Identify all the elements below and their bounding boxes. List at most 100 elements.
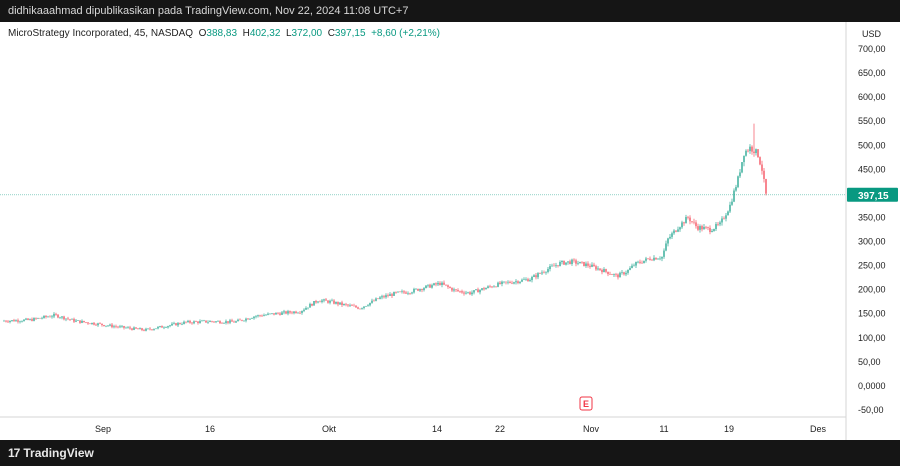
tradingview-logo[interactable]: 17 TradingView	[8, 446, 94, 460]
candle-body	[115, 326, 117, 327]
candle-body	[69, 319, 71, 320]
price-chart[interactable]: USD 700,00 650,00 600,00 550,00 500,00 450,00 4…	[0, 22, 900, 440]
candle-body	[183, 321, 185, 324]
close-label: C	[327, 28, 335, 39]
candle-body	[303, 309, 305, 311]
candle-body	[169, 325, 171, 327]
candle-body	[477, 289, 479, 293]
candle-body	[191, 322, 193, 324]
publisher-bar: didhikaaahmad dipublikasikan pada Tradin…	[0, 0, 900, 22]
candle-body	[67, 318, 69, 320]
candle-body	[519, 281, 521, 283]
candle-body	[655, 257, 657, 260]
candle-body	[361, 308, 363, 309]
candle-body	[487, 286, 489, 288]
candle-body	[279, 313, 281, 315]
chart-panel[interactable]: USD 700,00 650,00 600,00 550,00 500,00 450,00 4…	[0, 22, 900, 440]
candle-body	[159, 326, 161, 327]
candle-body	[515, 281, 517, 283]
candle-body	[39, 317, 41, 319]
candle-body	[451, 287, 453, 291]
candle-body	[43, 315, 45, 318]
candle-body	[351, 305, 353, 306]
candle-body	[189, 320, 191, 323]
candle-body	[369, 302, 371, 306]
candle-body	[657, 258, 659, 260]
candle-body	[13, 320, 15, 322]
candle-body	[11, 320, 13, 321]
candle-body	[393, 292, 395, 296]
y-tick-label: 450,00	[858, 164, 886, 174]
candle-body	[423, 288, 425, 291]
candle-body	[663, 250, 665, 257]
candle-body	[707, 227, 709, 228]
candle-body	[387, 295, 389, 296]
brand-name: TradingView	[23, 446, 94, 460]
candle-body	[317, 301, 319, 303]
candle-body	[501, 281, 503, 284]
candle-body	[335, 302, 337, 304]
candle-body	[353, 305, 355, 307]
candle-body	[591, 264, 593, 267]
candle-body	[465, 292, 467, 294]
symbol-legend: MicroStrategy Incorporated, 45, NASDAQ O…	[8, 28, 440, 39]
candle-body	[431, 285, 433, 288]
candle-body	[227, 321, 229, 323]
candle-body	[673, 230, 675, 234]
candle-body	[547, 269, 549, 272]
candle-body	[747, 150, 749, 152]
candle-body	[149, 328, 151, 330]
candle-body	[439, 282, 441, 285]
candle-body	[47, 316, 49, 318]
candle-body	[135, 327, 137, 329]
earnings-marker[interactable]	[579, 396, 593, 411]
candle-body	[395, 292, 397, 293]
candle-body	[241, 319, 243, 321]
candle-body	[327, 300, 329, 303]
candle-body	[715, 224, 717, 230]
candle-body	[675, 230, 677, 232]
candle-body	[633, 265, 635, 267]
candle-body	[575, 260, 577, 264]
high-value: 402,32	[249, 28, 281, 39]
candle-body	[263, 315, 265, 317]
candle-body	[739, 172, 741, 177]
candle-body	[373, 300, 375, 302]
candle-body	[485, 287, 487, 290]
x-tick-label: Sep	[95, 424, 111, 434]
candle-body	[35, 318, 37, 319]
candle-body	[37, 317, 39, 319]
close-value: 397,15	[334, 28, 366, 39]
candle-body	[107, 325, 109, 327]
candle-body	[55, 313, 57, 315]
candle-body	[543, 272, 545, 274]
candle-body	[401, 291, 403, 292]
candle-body	[217, 321, 219, 322]
candle-body	[565, 262, 567, 265]
candle-body	[321, 300, 323, 302]
candle-body	[559, 262, 561, 267]
price-axis[interactable]	[846, 22, 900, 440]
candle-body	[219, 321, 221, 324]
candle-body	[363, 306, 365, 309]
change-value: +8,60 (+2,21%)	[371, 28, 441, 39]
candle-body	[623, 272, 625, 275]
candle-body	[541, 272, 543, 274]
candle-body	[163, 327, 165, 329]
candle-body	[677, 229, 679, 232]
candle-body	[549, 266, 551, 270]
x-tick-label: Nov	[583, 424, 600, 434]
candle-body	[631, 265, 633, 268]
candle-body	[357, 307, 359, 309]
candle-body	[491, 286, 493, 288]
candle-body	[379, 297, 381, 299]
candle-body	[643, 260, 645, 264]
candle-body	[421, 289, 423, 291]
candle-body	[63, 316, 65, 320]
x-tick-label: 16	[205, 424, 215, 434]
candle-body	[761, 164, 763, 171]
y-tick-label: 200,00	[858, 285, 886, 295]
candle-body	[667, 238, 669, 244]
candle-body	[187, 320, 189, 323]
